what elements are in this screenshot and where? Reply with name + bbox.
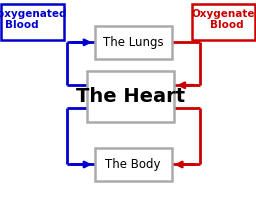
FancyBboxPatch shape	[1, 4, 64, 40]
FancyBboxPatch shape	[87, 71, 174, 122]
Text: The Lungs: The Lungs	[103, 36, 163, 49]
Text: The Heart: The Heart	[76, 87, 185, 106]
FancyBboxPatch shape	[192, 4, 255, 40]
FancyBboxPatch shape	[95, 148, 172, 181]
Text: The Body: The Body	[105, 158, 161, 171]
FancyBboxPatch shape	[95, 26, 172, 59]
Text: De-oxygenated
Blood: De-oxygenated Blood	[0, 9, 67, 31]
Text: Oxygenated
Blood: Oxygenated Blood	[191, 9, 256, 31]
